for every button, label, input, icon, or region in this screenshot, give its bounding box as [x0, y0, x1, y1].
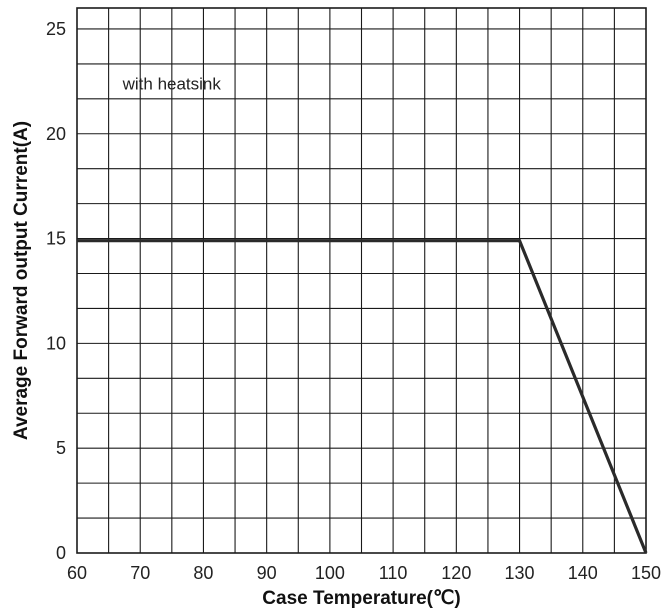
- y-tick-label: 15: [46, 229, 66, 249]
- x-tick-label: 140: [568, 563, 598, 583]
- series-line: [77, 239, 648, 554]
- y-axis-ticks: 0 5 10 15 20 25: [46, 19, 66, 563]
- y-tick-label: 25: [46, 19, 66, 39]
- grid: [77, 8, 646, 553]
- x-tick-label: 60: [67, 563, 87, 583]
- annotation-label: with heatsink: [122, 74, 222, 93]
- y-axis-title: Average Forward output Current(A): [11, 121, 32, 440]
- x-axis-title: Case Temperature(℃): [262, 588, 460, 609]
- x-axis-ticks: 60 70 80 90 100 110 120 130 140 150: [67, 563, 661, 583]
- x-tick-label: 110: [379, 563, 408, 583]
- x-tick-label: 70: [130, 563, 150, 583]
- y-tick-label: 0: [56, 543, 66, 563]
- y-tick-label: 20: [46, 124, 66, 144]
- series-layer: [77, 239, 648, 554]
- y-tick-label: 5: [56, 438, 66, 458]
- x-tick-label: 130: [505, 563, 535, 583]
- x-tick-label: 90: [257, 563, 277, 583]
- y-tick-label: 10: [46, 333, 66, 353]
- x-tick-label: 100: [315, 563, 345, 583]
- x-tick-label: 120: [441, 563, 471, 583]
- x-tick-label: 150: [631, 563, 661, 583]
- x-tick-label: 80: [193, 563, 213, 583]
- plot-frame: [76, 7, 647, 554]
